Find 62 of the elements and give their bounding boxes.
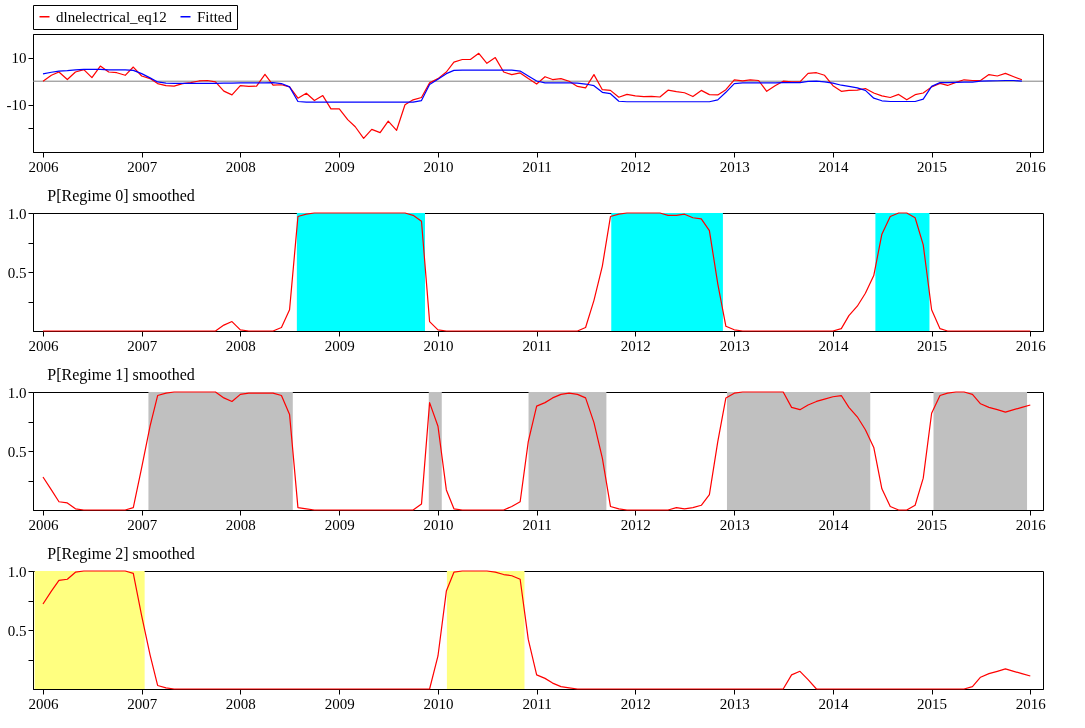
x-tick-label: 2014 (818, 158, 849, 175)
x-tick-label: 2015 (917, 337, 948, 354)
line-series (42, 570, 1031, 690)
y-tick-label: 1.0 (7, 384, 27, 401)
legend-label: dlnelectrical_eq12 (56, 8, 167, 25)
x-tick-label: 2015 (917, 158, 948, 175)
x-tick-label: 2007 (127, 516, 158, 533)
y-tick-label: 0.5 (7, 264, 27, 281)
x-tick-label: 2012 (620, 158, 651, 175)
x-tick-label: 2006 (28, 158, 59, 175)
x-tick-label: 2014 (818, 516, 849, 533)
x-tick-label: 2011 (522, 695, 552, 712)
x-tick-label: 2013 (719, 158, 750, 175)
x-tick-label: 2010 (423, 695, 454, 712)
x-tick-label: 2010 (423, 516, 454, 533)
y-tick-label: 0.5 (7, 443, 27, 460)
y-tick-label: 1.0 (7, 563, 27, 580)
x-tick-label: 2016 (1015, 516, 1047, 533)
x-tick-label: 2014 (818, 695, 849, 712)
x-tick-label: 2013 (719, 516, 750, 533)
x-tick-label: 2013 (719, 337, 750, 354)
x-tick-label: 2008 (225, 337, 256, 354)
x-tick-label: 2013 (719, 695, 750, 712)
x-tick-label: 2015 (917, 516, 948, 533)
x-tick-label: 2015 (917, 695, 948, 712)
x-tick-label: 2016 (1015, 158, 1047, 175)
x-tick-label: 2010 (423, 158, 454, 175)
x-tick-label: 2011 (522, 158, 552, 175)
x-tick-label: 2007 (127, 337, 158, 354)
chart-title: P[Regime 2] smoothed (47, 545, 195, 563)
x-tick-label: 2008 (225, 516, 256, 533)
x-tick-label: 2008 (225, 695, 256, 712)
chart-title: P[Regime 0] smoothed (47, 187, 195, 205)
x-tick-label: 2012 (620, 695, 651, 712)
y-tick-label: 0.5 (7, 622, 27, 639)
x-tick-label: 2011 (522, 516, 552, 533)
y-tick-label: 10 (11, 50, 27, 67)
x-tick-label: 2006 (28, 337, 59, 354)
x-tick-label: 2016 (1015, 337, 1047, 354)
x-tick-label: 2006 (28, 516, 59, 533)
x-tick-label: 2008 (225, 158, 256, 175)
x-tick-label: 2007 (127, 695, 158, 712)
line-series (42, 52, 1023, 139)
y-tick-label: -10 (6, 97, 27, 114)
x-tick-label: 2012 (620, 337, 651, 354)
y-tick-label: 1.0 (7, 205, 27, 222)
line-series (42, 68, 1023, 103)
x-tick-label: 2009 (324, 337, 355, 354)
chart-title: P[Regime 1] smoothed (47, 366, 195, 384)
legend-label: Fitted (197, 8, 233, 25)
x-tick-label: 2012 (620, 516, 651, 533)
x-tick-label: 2010 (423, 337, 454, 354)
x-tick-label: 2016 (1015, 695, 1047, 712)
x-tick-label: 2009 (324, 158, 355, 175)
line-series (42, 391, 1031, 511)
line-series (42, 212, 1031, 332)
x-tick-label: 2011 (522, 337, 552, 354)
x-tick-label: 2009 (324, 695, 355, 712)
x-tick-label: 2014 (818, 337, 849, 354)
x-tick-label: 2006 (28, 695, 59, 712)
x-tick-label: 2007 (127, 158, 158, 175)
x-tick-label: 2009 (324, 516, 355, 533)
